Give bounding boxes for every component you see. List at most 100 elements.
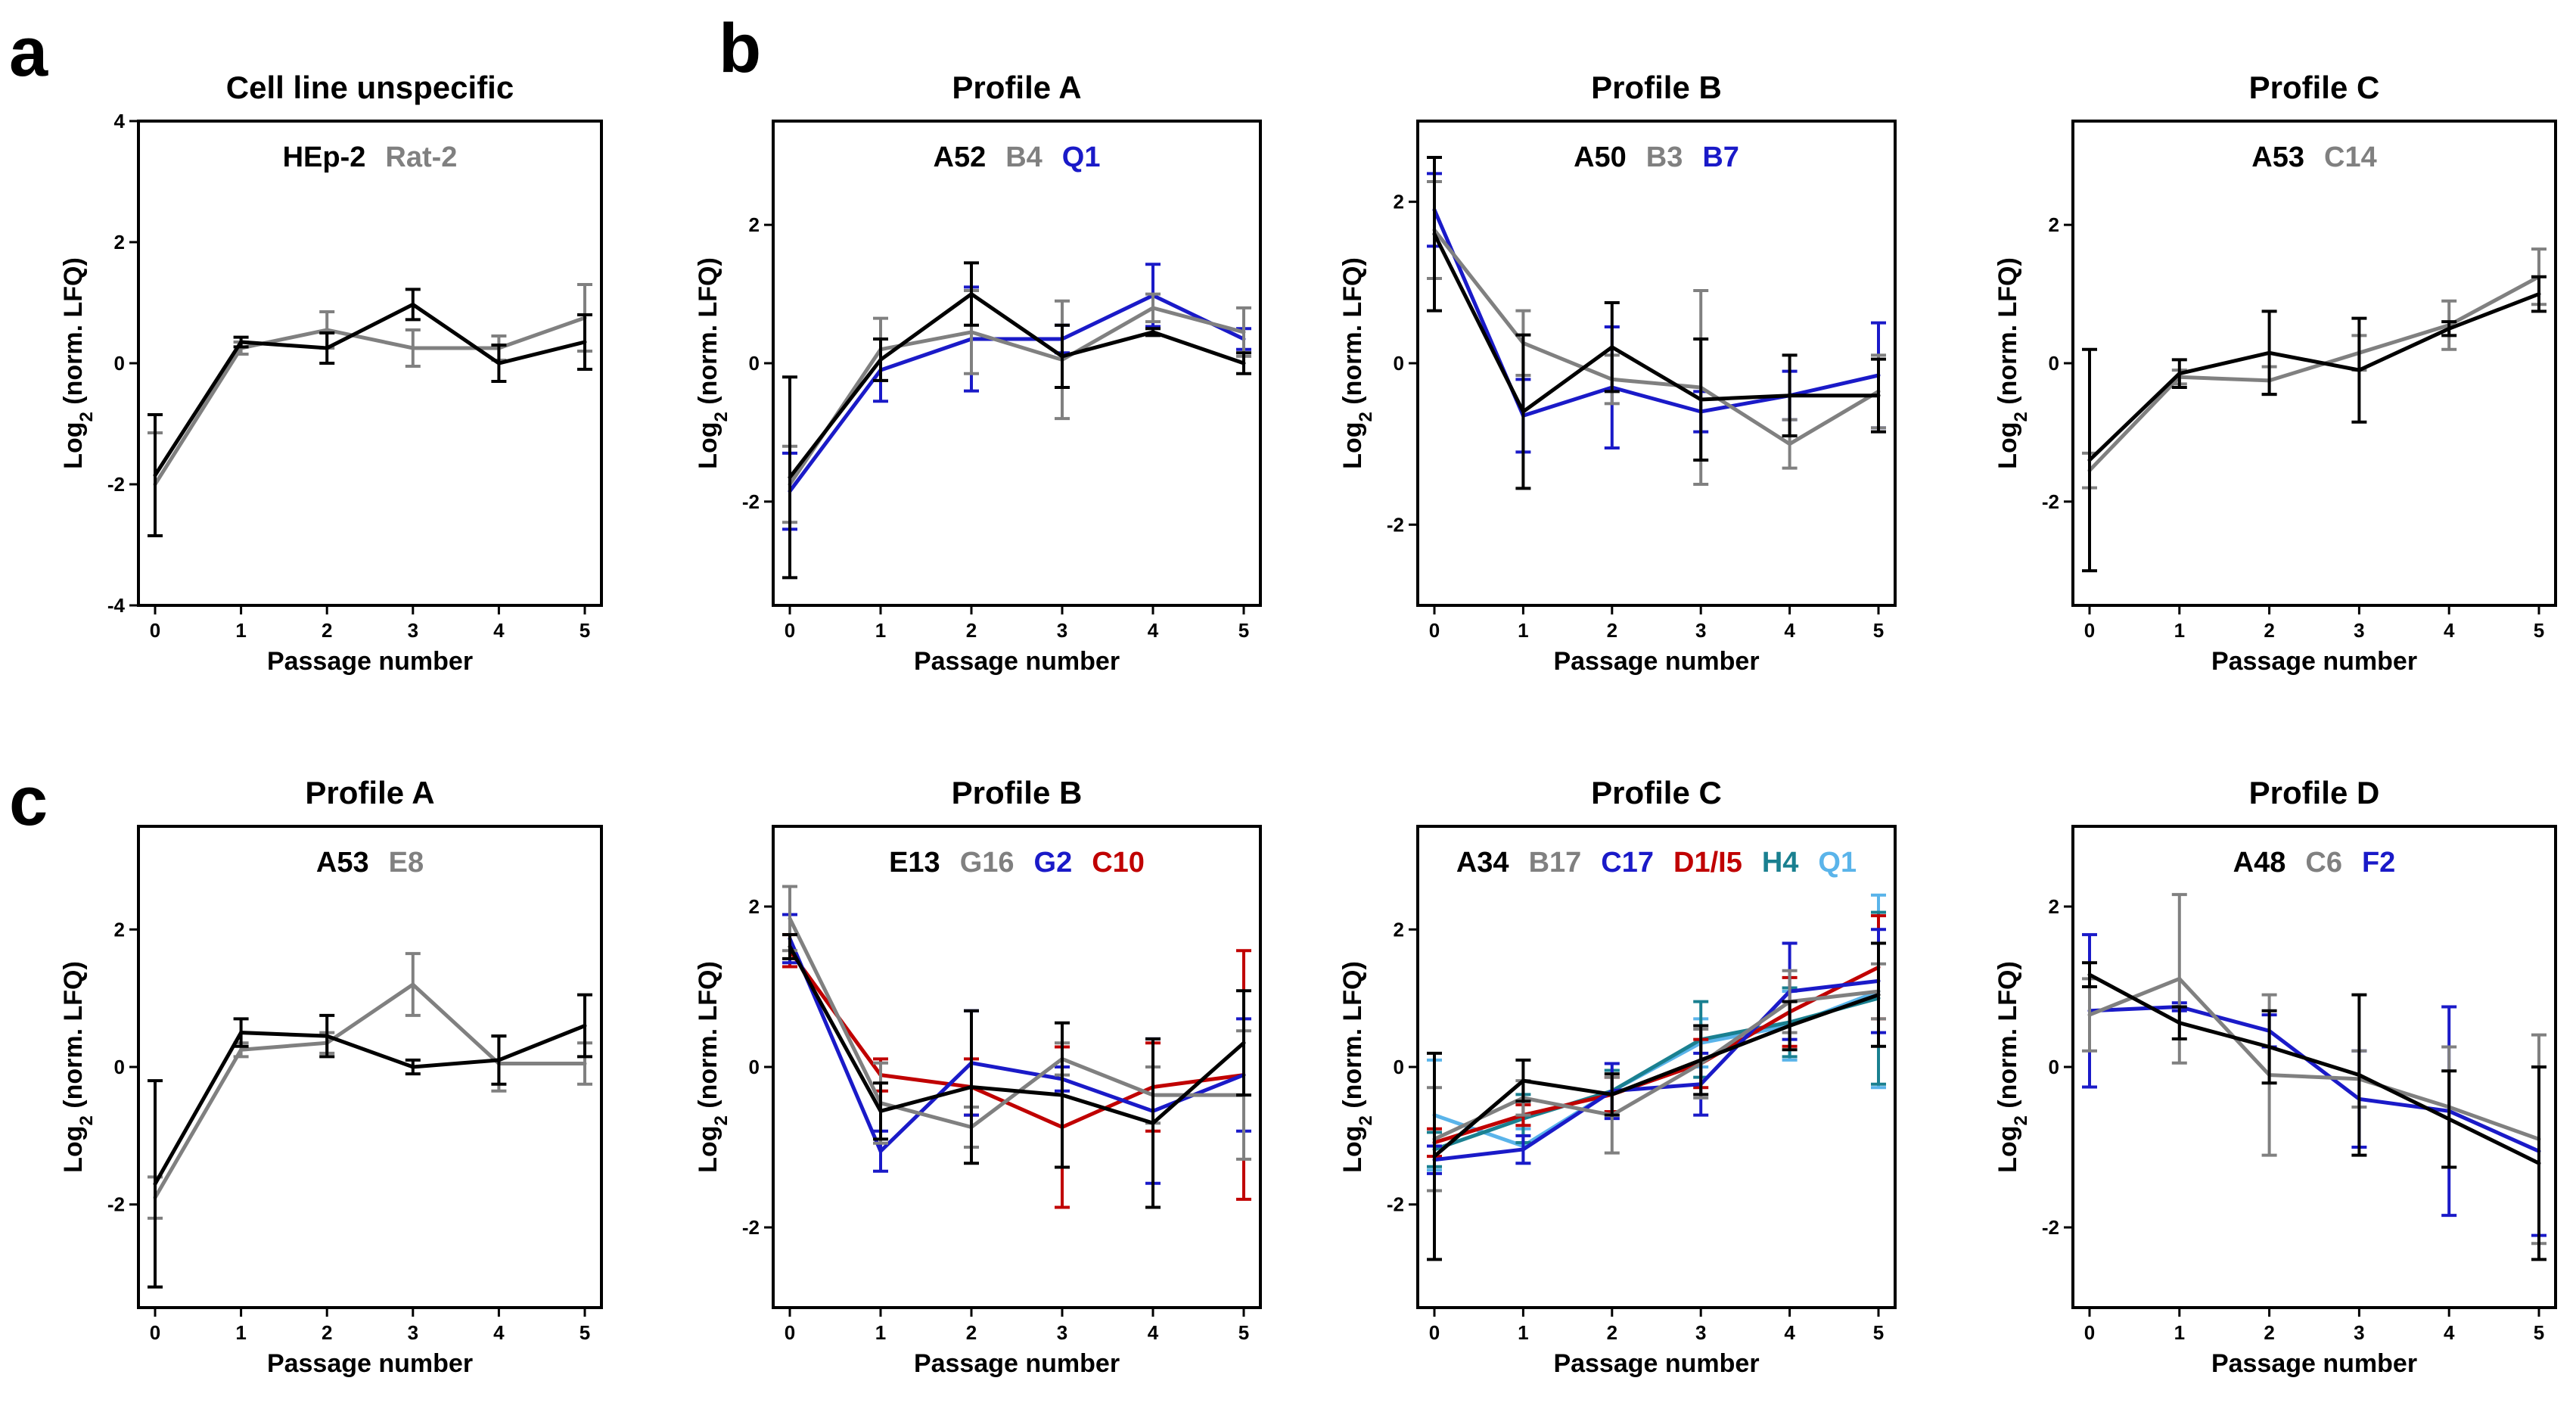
y-axis-label: Log2 (norm. LFQ) (59, 961, 97, 1173)
legend-entry: C14 (2324, 142, 2377, 173)
x-tick-label: 3 (1057, 619, 1067, 642)
x-tick-label: 4 (2444, 619, 2455, 642)
y-tick-label: 2 (1394, 918, 1404, 941)
series-line (2088, 292, 2540, 462)
y-tick-label: 0 (1394, 1056, 1404, 1078)
x-tick-label: 4 (2444, 1321, 2455, 1344)
y-axis-label: Log2 (norm. LFQ) (1338, 257, 1376, 469)
data-point (969, 1085, 974, 1089)
chart-b1: Profile A 0 1 2 3 4 5 -2 0 2 Passage number Log2 (n… (694, 70, 1262, 676)
series-A48 (2082, 961, 2546, 1261)
y-tick-label: 0 (749, 1056, 760, 1078)
y-tick-label: -2 (742, 490, 760, 513)
series-line (1432, 233, 1878, 415)
y-tick-label: -2 (107, 473, 125, 496)
legend-entry: A53 (2251, 142, 2304, 173)
series-line (788, 306, 1244, 486)
x-tick-label: 3 (2354, 1321, 2364, 1344)
y-tick-label: 2 (749, 895, 760, 918)
y-tick-label: 0 (2049, 352, 2059, 375)
series-Rat-2 (148, 283, 592, 537)
legend-entry: E13 (889, 847, 940, 879)
data-point (496, 361, 501, 365)
x-tick-label: 4 (1148, 1321, 1159, 1344)
x-axis-label: Passage number (267, 1349, 473, 1378)
data-point (788, 475, 792, 480)
data-point (2267, 350, 2272, 355)
data-point (411, 1065, 415, 1069)
chart-b2: Profile B 0 1 2 3 4 5 -2 0 2 Passage number Log2 (n… (1338, 70, 1897, 676)
plot-frame (772, 120, 1262, 607)
legend: A53 C14 (2251, 142, 2376, 173)
legend-entry: E8 (389, 847, 424, 879)
data-point (1610, 1092, 1614, 1096)
chart-c4: Profile D 0 1 2 3 4 5 -2 0 2 Passage number Log2 (n… (1993, 775, 2557, 1378)
data-point (583, 340, 587, 344)
panel-label-c: c (9, 763, 48, 840)
x-tick-label: 3 (2354, 619, 2364, 642)
x-tick-label: 2 (2264, 619, 2274, 642)
data-point (969, 330, 974, 334)
data-point (1151, 1121, 1155, 1125)
x-tick-label: 5 (580, 619, 590, 642)
chart-title: Profile B (952, 775, 1083, 810)
panel-label-a: a (9, 14, 48, 91)
chart-a1: Cell line unspecific 0 1 2 3 4 5 -4 -2 0 2 4 Passage… (59, 70, 603, 676)
series-line (2088, 972, 2540, 1165)
data-point (878, 1149, 883, 1153)
data-point (411, 982, 415, 987)
x-tick-label: 5 (580, 1321, 590, 1344)
series-A53 (2082, 275, 2546, 573)
y-tick-label: 2 (749, 213, 760, 236)
legend-entry: B7 (1702, 142, 1739, 173)
series-E8 (148, 952, 592, 1220)
legend-entry: Rat-2 (385, 142, 457, 173)
legend-entry: A34 (1456, 847, 1509, 879)
series-line (1433, 989, 1879, 1141)
x-tick-label: 4 (493, 1321, 505, 1344)
chart-title: Profile C (1591, 775, 1722, 810)
plot-frame (137, 120, 603, 607)
x-tick-label: 5 (1873, 619, 1884, 642)
data-point (2087, 458, 2092, 462)
y-axis-label: Log2 (norm. LFQ) (1993, 961, 2031, 1173)
legend-entry: C10 (1092, 847, 1145, 879)
data-point (1521, 1078, 1525, 1083)
data-point (1521, 1147, 1525, 1152)
chart-title: Cell line unspecific (226, 70, 514, 105)
data-point (2087, 972, 2092, 977)
legend: A50 B3 B7 (1574, 142, 1739, 173)
series-C14 (2082, 247, 2546, 490)
legend-entry: G16 (960, 847, 1015, 879)
data-point (1151, 306, 1155, 310)
legend: E13 G16 G2 C10 (889, 847, 1145, 879)
chart-c1: Profile A 0 1 2 3 4 5 -2 0 2 Passage number Log2 (n… (59, 775, 603, 1378)
data-point (325, 1034, 329, 1038)
data-point (1432, 232, 1437, 236)
legend-entry: HEp-2 (283, 142, 366, 173)
y-tick-label: -2 (2042, 1216, 2059, 1239)
x-tick-label: 1 (875, 1321, 886, 1344)
legend: A52 B4 Q1 (934, 142, 1101, 173)
data-point (2177, 372, 2182, 376)
y-tick-label: 0 (1394, 352, 1404, 375)
legend-entry: G2 (1034, 847, 1073, 879)
data-point (153, 473, 157, 477)
y-axis-label: Log2 (norm. LFQ) (694, 961, 732, 1173)
series-H4 (1427, 910, 1886, 1168)
data-point (1241, 1040, 1246, 1045)
x-tick-label: 4 (1784, 1321, 1795, 1344)
data-point (2537, 292, 2541, 297)
x-tick-label: 1 (235, 1321, 246, 1344)
data-point (1521, 409, 1525, 414)
data-point (1060, 354, 1064, 359)
x-tick-label: 5 (2534, 619, 2544, 642)
legend: A53 E8 (316, 847, 424, 879)
x-tick-label: 5 (1873, 1321, 1884, 1344)
series-B3 (1427, 180, 1886, 486)
series-line (1433, 229, 1880, 446)
x-tick-label: 4 (493, 619, 505, 642)
chart-title: Profile A (952, 70, 1081, 105)
y-tick-label: 4 (114, 110, 126, 132)
